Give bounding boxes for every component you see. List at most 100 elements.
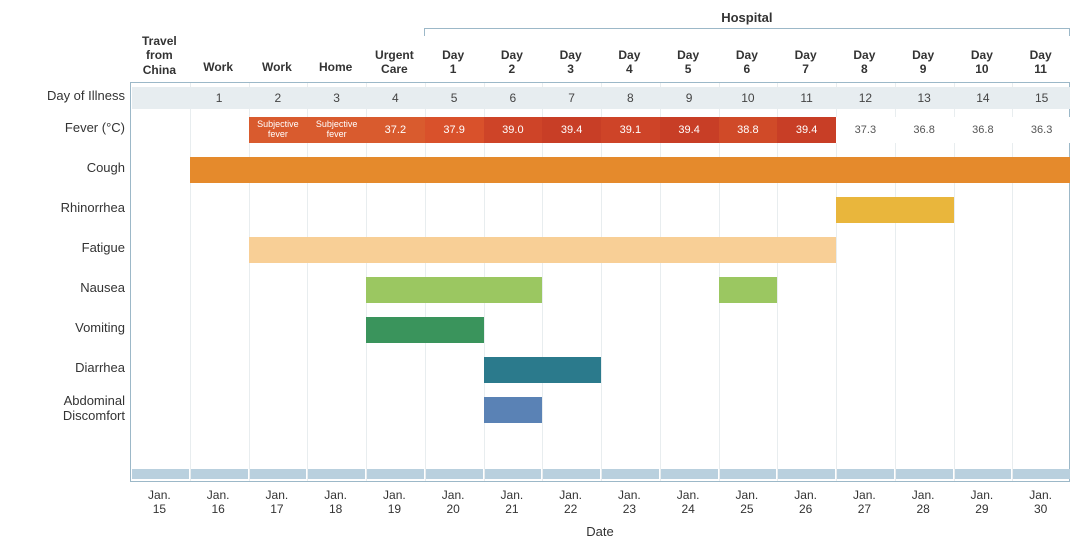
column-header: UrgentCare (365, 48, 424, 77)
bottom-strip-segment (250, 469, 307, 479)
bottom-strip-segment (778, 469, 835, 479)
date-label: Jan.29 (953, 488, 1012, 517)
column-header: Work (189, 60, 248, 74)
timeline-chart: HospitalTravelfromChinaWorkWorkHomeUrgen… (10, 10, 1070, 540)
day-number: 11 (777, 91, 836, 105)
bottom-strip-segment (543, 469, 600, 479)
fever-cell: 39.4 (777, 117, 836, 143)
fever-cell: 37.3 (836, 117, 895, 143)
fever-cell: 36.3 (1012, 117, 1071, 143)
column-header: Day5 (659, 48, 718, 77)
row-label-fever: Fever (°C) (10, 121, 125, 136)
column-header: Day2 (483, 48, 542, 77)
date-label: Jan.15 (130, 488, 189, 517)
fever-cell: 38.8 (719, 117, 778, 143)
symptom-bar (484, 397, 543, 423)
bottom-strip-segment (367, 469, 424, 479)
day-number: 9 (660, 91, 719, 105)
day-number: 14 (954, 91, 1013, 105)
day-number: 6 (484, 91, 543, 105)
column-header: Day6 (718, 48, 777, 77)
hospital-header-label: Hospital (424, 10, 1070, 25)
grid-area: 123456789101112131415SubjectivefeverSubj… (130, 82, 1070, 482)
gridline (190, 83, 191, 481)
column-header: Day4 (600, 48, 659, 77)
bottom-strip-segment (720, 469, 777, 479)
symptom-bar (366, 277, 542, 303)
bottom-strip-segment (308, 469, 365, 479)
day-number: 10 (719, 91, 778, 105)
date-label: Jan.25 (718, 488, 777, 517)
fever-cell: 39.4 (542, 117, 601, 143)
symptom-bar (484, 357, 602, 383)
day-number: 8 (601, 91, 660, 105)
day-number: 1 (190, 91, 249, 105)
bottom-strip-segment (661, 469, 718, 479)
bottom-strip-segment (896, 469, 953, 479)
day-number: 12 (836, 91, 895, 105)
bottom-strip-segment (191, 469, 248, 479)
day-number: 15 (1012, 91, 1071, 105)
column-header: Day3 (541, 48, 600, 77)
row-label-symptom: Rhinorrhea (10, 201, 125, 216)
date-label: Jan.26 (776, 488, 835, 517)
date-label: Jan.17 (248, 488, 307, 517)
fever-cell: 39.1 (601, 117, 660, 143)
bottom-strip-segment (602, 469, 659, 479)
day-number: 3 (307, 91, 366, 105)
bottom-strip-segment (485, 469, 542, 479)
fever-cell: Subjectivefever (249, 117, 308, 143)
symptom-bar (249, 237, 837, 263)
column-header: Day11 (1011, 48, 1070, 77)
symptom-bar (719, 277, 778, 303)
date-label: Jan.20 (424, 488, 483, 517)
column-header: TravelfromChina (130, 34, 189, 77)
symptom-bar (836, 197, 954, 223)
row-label-symptom: AbdominalDiscomfort (10, 394, 125, 424)
column-header: Day10 (953, 48, 1012, 77)
column-header: Day8 (835, 48, 894, 77)
fever-cell: 36.8 (895, 117, 954, 143)
row-label-day-of-illness: Day of Illness (10, 89, 125, 104)
fever-cell: 39.0 (484, 117, 543, 143)
fever-cell: 39.4 (660, 117, 719, 143)
symptom-bar (366, 317, 484, 343)
fever-cell: 37.9 (425, 117, 484, 143)
bottom-strip-segment (426, 469, 483, 479)
row-label-symptom: Diarrhea (10, 361, 125, 376)
column-header: Day1 (424, 48, 483, 77)
hospital-bracket (424, 28, 1070, 36)
date-label: Jan.22 (541, 488, 600, 517)
row-label-symptom: Fatigue (10, 241, 125, 256)
day-number: 4 (366, 91, 425, 105)
column-header: Home (306, 60, 365, 74)
day-number: 13 (895, 91, 954, 105)
row-label-symptom: Nausea (10, 281, 125, 296)
bottom-strip-segment (955, 469, 1012, 479)
fever-cell: Subjectivefever (307, 117, 366, 143)
date-label: Jan.24 (659, 488, 718, 517)
column-header: Work (248, 60, 307, 74)
date-label: Jan.16 (189, 488, 248, 517)
date-label: Jan.21 (483, 488, 542, 517)
date-label: Jan.18 (306, 488, 365, 517)
bottom-strip-segment (132, 469, 189, 479)
date-label: Jan.28 (894, 488, 953, 517)
day-number: 5 (425, 91, 484, 105)
day-number: 7 (542, 91, 601, 105)
row-label-symptom: Vomiting (10, 321, 125, 336)
fever-cell: 36.8 (954, 117, 1013, 143)
symptom-bar (190, 157, 1070, 183)
bottom-strip-segment (837, 469, 894, 479)
bottom-strip-segment (1013, 469, 1070, 479)
column-header: Day7 (776, 48, 835, 77)
date-label: Jan.19 (365, 488, 424, 517)
date-label: Jan.27 (835, 488, 894, 517)
date-label: Jan.30 (1011, 488, 1070, 517)
row-label-symptom: Cough (10, 161, 125, 176)
date-label: Jan.23 (600, 488, 659, 517)
x-axis-label: Date (130, 524, 1070, 539)
column-header: Day9 (894, 48, 953, 77)
day-number: 2 (249, 91, 308, 105)
fever-cell: 37.2 (366, 117, 425, 143)
